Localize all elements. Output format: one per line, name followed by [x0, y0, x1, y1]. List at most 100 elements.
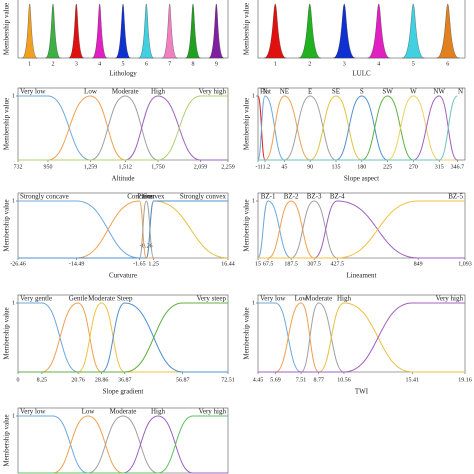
- x-tick-label: 315: [435, 164, 444, 170]
- series-label: Very steep: [197, 295, 227, 303]
- membership-peak: [402, 3, 425, 59]
- series-label: BZ-2: [284, 193, 299, 201]
- series-label: Moderate: [88, 295, 115, 303]
- x-tick-label: 5.69: [270, 377, 281, 383]
- x-tick-label: 1,259: [84, 164, 98, 170]
- membership-curve: [18, 302, 228, 373]
- membership-curve: [17, 95, 228, 161]
- x-tick-label: 3: [343, 61, 346, 67]
- x-tick-label: 72.51: [221, 377, 235, 383]
- membership-peak: [264, 3, 287, 59]
- x-tick-label: -1: [256, 164, 261, 170]
- membership-curve: [258, 302, 465, 373]
- membership-peak: [333, 3, 356, 59]
- membership-curve: [258, 302, 465, 373]
- x-tick-label: 56.87: [176, 377, 190, 383]
- y-tick-label: 1: [12, 300, 15, 306]
- x-axis-title: Altitude: [112, 175, 135, 183]
- series-label: S: [360, 88, 364, 96]
- x-tick-label: 1,512: [119, 164, 133, 170]
- membership-curve: [257, 95, 458, 161]
- membership-curve: [17, 200, 229, 259]
- membership-peak: [436, 3, 459, 59]
- series-label: Moderate: [112, 88, 139, 96]
- series-label: BZ-1: [261, 193, 276, 201]
- x-tick-label: 10.56: [337, 377, 351, 383]
- y-axis-title: Membership value: [243, 199, 251, 251]
- plot-frame: [257, 0, 466, 59]
- y-axis-title: Membership value: [3, 3, 11, 55]
- membership-curve: [18, 302, 228, 373]
- x-tick-label: 135: [331, 164, 340, 170]
- x-tick-label: 1: [274, 61, 277, 67]
- x-tick-label: 19.16: [458, 377, 472, 383]
- x-tick-label: 15: [255, 261, 261, 267]
- series-label: Very high: [436, 295, 464, 303]
- x-tick-label: 2: [308, 61, 311, 67]
- x-tick-label: 187.5: [284, 261, 298, 267]
- x-tick-label: 45: [281, 164, 287, 170]
- series-label: High: [337, 295, 352, 303]
- x-tick-label: 20.76: [71, 377, 85, 383]
- x-tick-label: 5: [412, 61, 415, 67]
- x-tick-label: -26.46: [10, 261, 26, 267]
- membership-curve: [18, 415, 228, 474]
- series-label: High: [151, 88, 166, 96]
- series-label: BZ-5: [448, 193, 463, 201]
- x-tick-label: 16.44: [221, 261, 235, 267]
- x-tick-label: 8: [192, 61, 195, 67]
- series-label: SW: [382, 88, 393, 96]
- membership-peak: [92, 3, 108, 59]
- series-label: Gentle: [69, 295, 88, 303]
- membership-peak: [45, 3, 61, 59]
- y-tick-label: 1: [252, 198, 255, 204]
- series-label: Low: [82, 408, 96, 416]
- series-label: Low: [84, 88, 98, 96]
- series-label: N: [458, 88, 463, 96]
- y-axis-title: Membership value: [3, 98, 11, 150]
- series-label: Low: [295, 295, 309, 303]
- x-axis-title: Lithology: [109, 70, 137, 78]
- series-label: Convex: [143, 193, 165, 201]
- x-axis-title: TWI: [355, 388, 369, 396]
- y-tick-label: 1: [12, 198, 15, 204]
- series-label: Very low: [260, 295, 286, 303]
- series-label: Very low: [20, 408, 46, 416]
- x-tick-label: 1: [28, 61, 31, 67]
- series-label: Planar: [137, 193, 156, 201]
- membership-curve: [17, 200, 228, 259]
- series-label: Strongly convex: [180, 193, 227, 201]
- y-axis-title: Membership value: [243, 307, 251, 359]
- x-tick-label: 1,093: [458, 261, 472, 267]
- membership-curve: [18, 302, 228, 373]
- x-tick-label: 5: [122, 61, 125, 67]
- y-axis-title: Membership value: [243, 3, 251, 55]
- series-label: Flat: [260, 88, 271, 96]
- membership-curve: [257, 95, 458, 161]
- x-tick-label: 9: [215, 61, 218, 67]
- x-tick-label: 1.25: [148, 261, 159, 267]
- series-label: Moderate: [110, 408, 137, 416]
- x-tick-label: -14.49: [69, 261, 85, 267]
- y-axis-title: Membership value: [243, 98, 251, 150]
- membership-curve: [18, 415, 228, 474]
- membership-curve: [18, 200, 228, 259]
- x-tick-label: 180: [357, 164, 366, 170]
- plot-frame: [17, 294, 229, 373]
- x-tick-label: 849: [414, 261, 423, 267]
- y-tick-label: 1: [12, 413, 15, 419]
- series-label: Moderate: [305, 295, 332, 303]
- x-tick-label: 950: [43, 164, 52, 170]
- series-label: Very high: [199, 88, 227, 96]
- x-tick-label: 307.5: [307, 261, 321, 267]
- x-axis-title: LULC: [352, 70, 371, 78]
- membership-curve: [18, 302, 228, 373]
- x-tick-label: 4: [98, 61, 101, 67]
- membership-peak: [185, 3, 201, 59]
- series-label: High: [151, 408, 166, 416]
- y-axis-title: Membership value: [3, 199, 11, 251]
- series-label: Concave: [127, 193, 152, 201]
- series-label: Very high: [199, 408, 227, 416]
- membership-curve: [257, 95, 458, 161]
